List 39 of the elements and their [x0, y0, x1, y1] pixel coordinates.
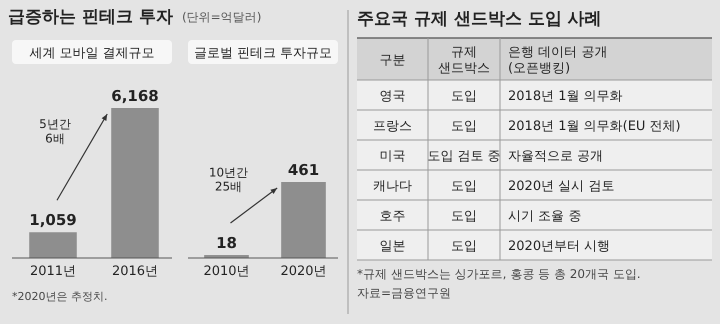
text: 도입: [451, 209, 477, 224]
text: *2020년은 추정치.: [12, 290, 108, 303]
text: 2020년부터 시행: [508, 239, 610, 254]
data-label: 1,059: [29, 211, 77, 230]
text: 미국: [380, 149, 406, 164]
x-tick-label: 2016년: [112, 264, 158, 279]
text: 시기 조율 중: [508, 209, 582, 224]
text: 도입: [451, 89, 477, 104]
text: 2020년 실시 검토: [508, 179, 614, 194]
text: 캐나다: [373, 179, 412, 194]
text: 자율적으로 공개: [508, 149, 604, 164]
text: *규제 샌드박스는 싱가포르, 홍콩 등 총 20개국 도입.: [357, 267, 641, 281]
text: 호주: [380, 209, 406, 224]
text: 도입 검토 중: [427, 149, 501, 164]
text: 자료=금융연구원: [357, 286, 452, 300]
text: 규제 샌드박스: [438, 45, 490, 76]
data-label: 18: [216, 234, 237, 252]
text: 은행 데이터 공개 (오픈뱅킹): [508, 45, 608, 76]
chart-title: 글로벌 핀테크 투자규모: [194, 46, 332, 61]
text: 도입: [451, 239, 477, 254]
text: 2018년 1월 의무화(EU 전체): [508, 119, 681, 134]
text: 프랑스: [373, 119, 412, 134]
text: 2018년 1월 의무화: [508, 89, 623, 104]
x-tick-label: 2020년: [280, 264, 327, 279]
annotation: 5년간 6배: [39, 116, 71, 146]
text: 도입: [451, 119, 477, 134]
data-label: 6,168: [111, 87, 159, 105]
text: (단위=억달러): [182, 10, 262, 24]
x-tick-label: 2011년: [30, 264, 76, 279]
x-tick-label: 2010년: [203, 264, 250, 279]
text: 영국: [380, 89, 406, 104]
chart-title: 세계 모바일 결제규모: [29, 46, 155, 61]
text: 도입: [451, 179, 477, 194]
text: 구분: [380, 53, 406, 68]
annotation: 10년간 25배: [208, 165, 248, 194]
data-label: 461: [288, 161, 320, 179]
text: 급증하는 핀테크 투자: [8, 7, 173, 27]
text: 주요국 규제 샌드박스 도입 사례: [357, 9, 602, 29]
text: 일본: [380, 239, 406, 254]
